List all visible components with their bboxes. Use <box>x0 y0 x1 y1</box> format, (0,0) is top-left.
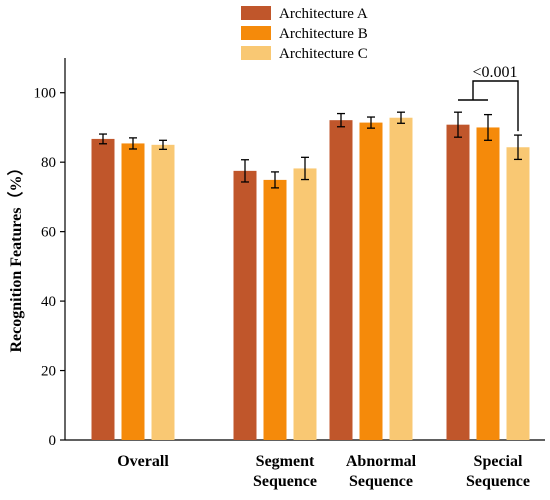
y-tick-label: 100 <box>34 86 57 102</box>
y-tick-label: 0 <box>49 433 57 449</box>
bar <box>91 138 115 440</box>
bar <box>329 120 353 441</box>
bar <box>151 144 175 440</box>
x-tick-label: Overall <box>117 453 169 470</box>
bracket-line <box>472 80 519 132</box>
legend-swatch <box>241 26 271 40</box>
bar <box>476 127 500 441</box>
y-axis-label: Recognition Features（%） <box>7 159 25 352</box>
bar <box>506 147 530 440</box>
p-value-label: <0.001 <box>472 64 517 81</box>
legend-label: Architecture C <box>279 46 368 62</box>
bar <box>389 117 413 441</box>
significance-annotation: <0.001 <box>458 64 519 132</box>
x-tick-label: Abnormal Sequence <box>346 453 417 490</box>
x-tick-labels: Overall Segment Sequence Abnormal Sequence Sp… <box>117 453 530 490</box>
bar <box>121 143 145 441</box>
x-tick-label: Special Sequence <box>466 453 530 490</box>
bar <box>233 170 257 440</box>
y-tick-label: 80 <box>41 155 56 171</box>
bar <box>359 122 383 441</box>
bar <box>293 168 317 440</box>
legend-swatch <box>241 46 271 60</box>
legend: Architecture A Architecture B Architecture… <box>241 6 368 62</box>
y-tick-label: 40 <box>41 294 56 310</box>
bars <box>91 117 530 441</box>
legend-swatch <box>241 6 271 20</box>
legend-label: Architecture B <box>279 26 368 42</box>
x-tick-label: Segment Sequence <box>253 453 317 490</box>
bar <box>446 124 470 440</box>
y-tick-labels: 0 20 40 60 80 100 <box>34 86 57 449</box>
bar <box>263 179 287 440</box>
error-bars <box>99 111 522 189</box>
legend-label: Architecture A <box>279 6 368 22</box>
y-tick-label: 60 <box>41 225 56 241</box>
y-tick-label: 20 <box>41 364 56 380</box>
